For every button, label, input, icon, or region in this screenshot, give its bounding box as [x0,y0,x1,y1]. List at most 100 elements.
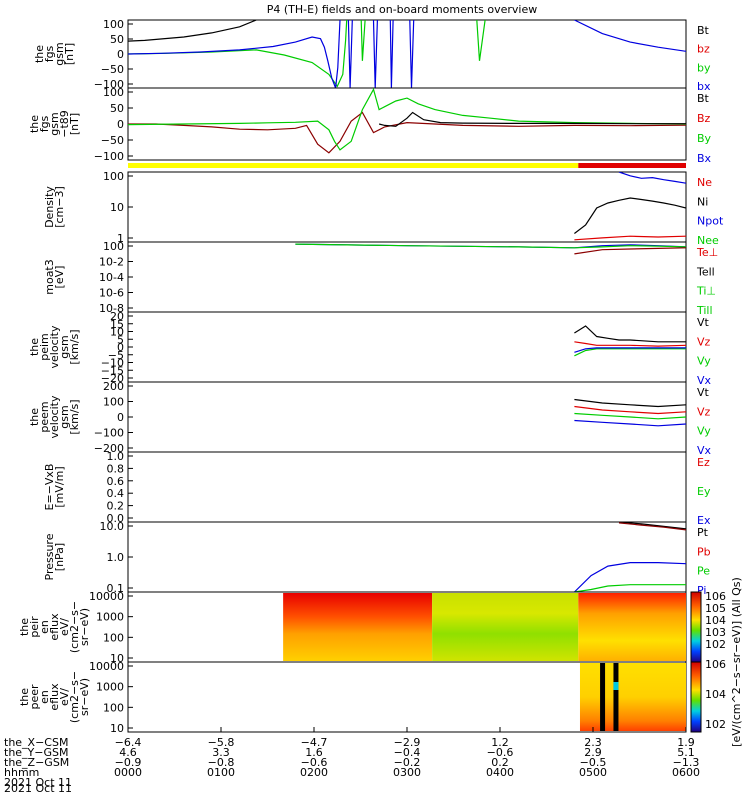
legend-ey: Ey [697,485,711,498]
y-tick-label: 10000 [89,590,124,603]
y-axis-label: velocity [48,325,61,368]
y-tick-label: −15 [101,364,124,377]
legend-bt: Bt [697,92,710,105]
x-row-label: the_Y−GSM [4,746,69,759]
panel-frame [127,171,687,243]
series-line-bt [128,20,257,42]
legend-ex: Ex [697,514,711,527]
y-tick-label: 10 [110,652,124,665]
y-axis-label: [nPa] [53,543,66,571]
legend-ne: Ne [697,176,712,189]
series-line-ti [295,243,686,249]
y-axis-label: peir [28,616,41,638]
series-line-pi [573,561,686,592]
series-line-bx [389,20,394,88]
series-line-ni [574,197,686,234]
x-tick-label: 5.1 [677,746,695,759]
y-axis-label: (cm2−s− [68,671,81,723]
y-tick-label: 100 [103,18,124,31]
y-tick-label: 1.0 [107,450,125,463]
y-axis-label: [cm−3] [53,186,66,228]
y-tick-label: 1 [117,232,124,245]
series-line-by [128,88,686,151]
y-axis-label: sr−eV) [78,678,91,716]
legend-till: Till [696,304,713,317]
heatmap-block [578,593,686,661]
y-axis-label: [nT] [63,43,76,65]
legend-te⊥: Te⊥ [696,246,718,259]
series-line-bx [372,20,378,88]
colorbar-tick: 105 [705,602,726,615]
series-line-vt [574,325,686,343]
y-axis-label: eflux [48,613,61,641]
colorbar-tick: 104 [705,614,726,627]
y-axis-label: [km/s] [68,399,81,434]
y-tick-label: 5 [117,333,124,346]
y-tick-label: 0 [117,411,124,424]
legend-vx: Vx [697,374,712,387]
y-tick-label: −100 [94,78,124,91]
y-axis-label: eV/ [58,618,71,636]
panel-frame [127,241,687,313]
x-tick-label: 4.6 [119,746,137,759]
x-tick-label: 0200 [300,766,328,779]
legend-bx: Bx [697,152,712,165]
series-line-vx [574,347,686,353]
y-tick-label: 50 [110,33,124,46]
panel-frame [127,381,687,453]
panel-frame [127,521,687,593]
y-tick-label: 0.6 [107,475,125,488]
panel-moat3: moat3[eV] 100 10-2 10-4 10-6 10-8 Te⊥ Tell Ti⊥ Ti… [43,240,718,317]
y-axis-label: [nT] [68,113,81,135]
y-tick-label: 0.1 [107,582,125,595]
data-gap-bar [613,682,619,690]
y-tick-label: 0.2 [107,500,125,513]
data-gap-bar [600,663,606,731]
legend-vy: Vy [697,355,711,368]
x-tick-label: 2.9 [584,746,602,759]
series-line-by [476,20,486,61]
y-axis-label: [km/s] [68,329,81,364]
y-tick-label: 10-2 [99,256,124,269]
mode-bar [128,163,686,168]
panel-frame [127,451,687,523]
y-tick-label: 100 [103,170,124,183]
series-line-bx [574,20,686,52]
panel-efield: E=−VxB[mV/m] 1.00.80.60.40.20.0 Ez Ey Ex [43,450,711,527]
y-tick-label: 0 [117,48,124,61]
date-label: 2021 Oct 11 [4,782,72,795]
x-tick-label: −0.4 [394,746,421,759]
y-tick-label: −10 [101,357,124,370]
x-tick-label: 0100 [207,766,235,779]
colorbar-tick: 102 [705,718,726,731]
legend-nee: Nee [697,234,719,247]
panel-frame [127,19,687,89]
series-line-vt [574,398,686,408]
x-tick-label: 0300 [393,766,421,779]
x-tick-label: 2.3 [584,736,602,749]
series-line-pe [574,584,686,592]
legend-pb: Pb [697,545,711,558]
y-tick-label: 0.4 [107,487,125,500]
x-tick-label: 1.6 [305,746,323,759]
y-axis-label: the [18,618,31,636]
y-axis-label: en [38,690,51,704]
legend-by: by [697,61,711,74]
x-tick-label: 0500 [579,766,607,779]
x-tick-label: −0.5 [580,756,607,769]
y-axis-label: peim [38,333,51,361]
x-tick-label: 3.3 [212,746,230,759]
legend-pi: Pi [697,584,706,597]
y-tick-label: 100 [103,631,124,644]
y-tick-label: 10 [110,326,124,339]
y-axis-label: gsm [48,112,61,135]
y-tick-label: 200 [103,380,124,393]
heatmap-block [579,663,686,731]
series-line-bt [378,111,686,127]
x-tick-label: −0.8 [208,756,235,769]
